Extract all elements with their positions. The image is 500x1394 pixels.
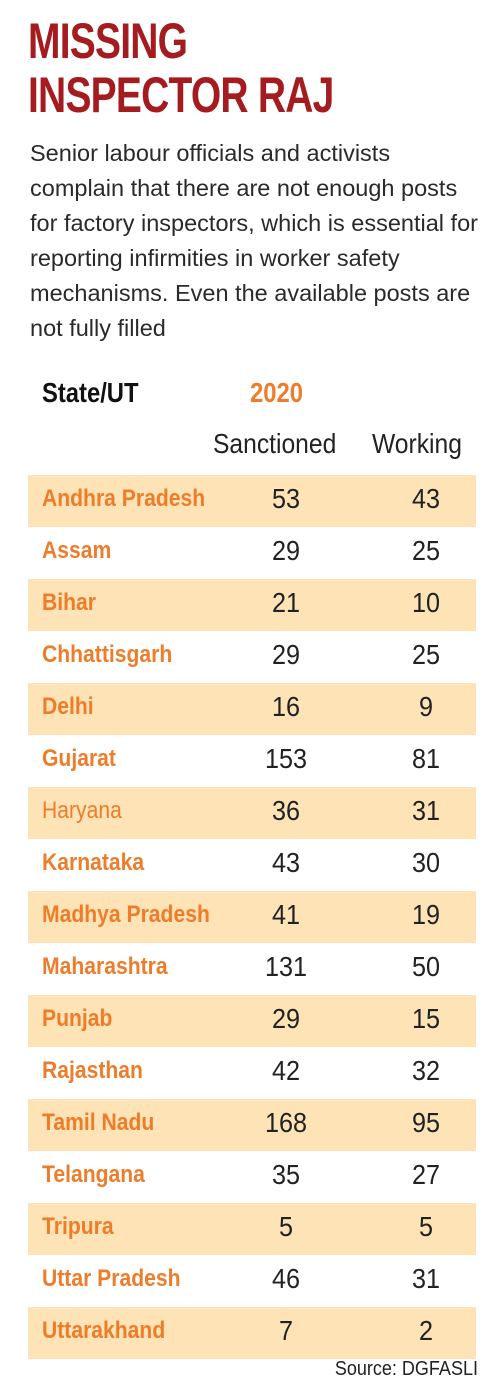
table-row: Punjab 29 15 bbox=[28, 995, 476, 1047]
sanctioned-value: 29 bbox=[271, 1003, 301, 1034]
table-row: Telangana 35 27 bbox=[28, 1151, 476, 1203]
table-row: Tripura 5 5 bbox=[28, 1203, 476, 1255]
state-name: Haryana bbox=[42, 797, 122, 824]
sanctioned-value: 46 bbox=[271, 1263, 301, 1294]
sanctioned-value: 53 bbox=[271, 483, 301, 514]
table-row: Tamil Nadu 168 95 bbox=[28, 1099, 476, 1151]
working-value: 5 bbox=[418, 1211, 434, 1242]
sanctioned-value: 168 bbox=[264, 1107, 308, 1138]
working-value: 50 bbox=[411, 951, 441, 982]
working-value: 32 bbox=[411, 1055, 441, 1086]
state-name: Madhya Pradesh bbox=[42, 901, 210, 928]
data-table: Andhra Pradesh 53 43 Assam 29 25 Bihar 21 10 Chha… bbox=[28, 475, 476, 1359]
table-row: Maharashtra 131 50 bbox=[28, 943, 476, 995]
page-title: MISSING INSPECTOR RAJ bbox=[28, 14, 387, 122]
state-name: Bihar bbox=[42, 589, 96, 616]
sanctioned-value: 153 bbox=[264, 743, 308, 774]
state-name: Karnataka bbox=[42, 849, 145, 876]
table-row: Delhi 16 9 bbox=[28, 683, 476, 735]
working-value: 25 bbox=[411, 535, 441, 566]
sanctioned-value: 21 bbox=[271, 587, 301, 618]
sanctioned-value: 42 bbox=[271, 1055, 301, 1086]
working-value: 31 bbox=[411, 795, 441, 826]
state-name: Telangana bbox=[42, 1161, 145, 1188]
state-name: Delhi bbox=[42, 693, 94, 720]
table-row: Uttarakhand 7 2 bbox=[28, 1307, 476, 1359]
subtitle: Senior labour officials and activists co… bbox=[30, 140, 478, 341]
table-row: Bihar 21 10 bbox=[28, 579, 476, 631]
table-row: Andhra Pradesh 53 43 bbox=[28, 475, 476, 527]
sanctioned-value: 29 bbox=[271, 535, 301, 566]
sanctioned-value: 36 bbox=[271, 795, 301, 826]
title-line-1: MISSING bbox=[28, 13, 188, 69]
sanctioned-value: 35 bbox=[271, 1159, 301, 1190]
sanctioned-value: 16 bbox=[271, 691, 301, 722]
state-name: Punjab bbox=[42, 1005, 113, 1032]
title-line-2: INSPECTOR RAJ bbox=[28, 67, 334, 123]
sanctioned-value: 5 bbox=[278, 1211, 294, 1242]
working-value: 31 bbox=[411, 1263, 441, 1294]
working-value: 19 bbox=[411, 899, 441, 930]
working-value: 27 bbox=[411, 1159, 441, 1190]
sanctioned-value: 7 bbox=[278, 1315, 294, 1346]
state-name: Gujarat bbox=[42, 745, 116, 772]
table-row: Uttar Pradesh 46 31 bbox=[28, 1255, 476, 1307]
working-value: 43 bbox=[411, 483, 441, 514]
source-note: Source: DGFASLI bbox=[334, 1358, 478, 1380]
working-value: 30 bbox=[411, 847, 441, 878]
state-name: Uttarakhand bbox=[42, 1317, 166, 1344]
working-column-header: Working bbox=[372, 428, 462, 459]
sanctioned-value: 43 bbox=[271, 847, 301, 878]
state-name: Tamil Nadu bbox=[42, 1109, 155, 1136]
table-row: Rajasthan 42 32 bbox=[28, 1047, 476, 1099]
sanctioned-value: 29 bbox=[271, 639, 301, 670]
table-row: Haryana 36 31 bbox=[28, 787, 476, 839]
working-value: 10 bbox=[411, 587, 441, 618]
state-name: Rajasthan bbox=[42, 1057, 143, 1084]
year-header: 2020 bbox=[250, 377, 303, 408]
state-name: Assam bbox=[42, 537, 112, 564]
working-value: 95 bbox=[411, 1107, 441, 1138]
table-row: Assam 29 25 bbox=[28, 527, 476, 579]
state-column-header: State/UT bbox=[42, 377, 139, 408]
state-name: Uttar Pradesh bbox=[42, 1265, 181, 1292]
table-row: Chhattisgarh 29 25 bbox=[28, 631, 476, 683]
table-row: Gujarat 153 81 bbox=[28, 735, 476, 787]
working-value: 9 bbox=[418, 691, 434, 722]
sanctioned-value: 41 bbox=[271, 899, 301, 930]
working-value: 81 bbox=[411, 743, 441, 774]
state-name: Tripura bbox=[42, 1213, 114, 1240]
table-row: Karnataka 43 30 bbox=[28, 839, 476, 891]
state-name: Chhattisgarh bbox=[42, 641, 173, 668]
table-row: Madhya Pradesh 41 19 bbox=[28, 891, 476, 943]
state-name: Andhra Pradesh bbox=[42, 485, 206, 512]
state-name: Maharashtra bbox=[42, 953, 168, 980]
working-value: 15 bbox=[411, 1003, 441, 1034]
sanctioned-value: 131 bbox=[264, 951, 308, 982]
sanctioned-column-header: Sanctioned bbox=[213, 428, 337, 459]
working-value: 2 bbox=[418, 1315, 434, 1346]
working-value: 25 bbox=[411, 639, 441, 670]
